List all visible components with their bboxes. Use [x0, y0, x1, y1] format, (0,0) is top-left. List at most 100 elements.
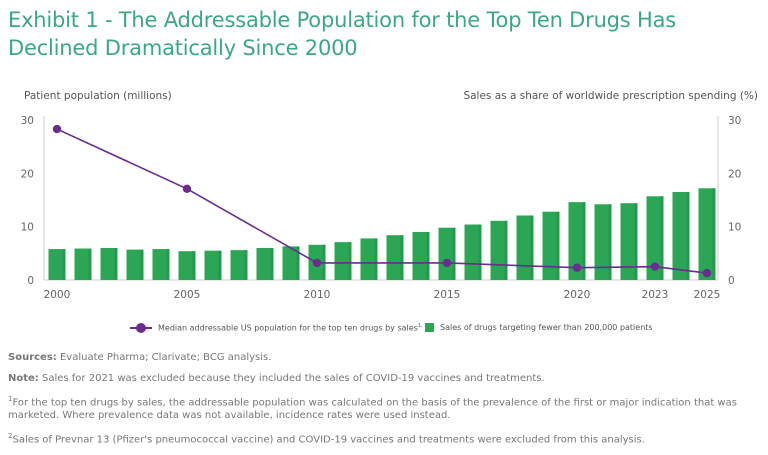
bar-shade: [218, 250, 222, 280]
bar-shade: [62, 249, 66, 280]
bar: [438, 227, 456, 280]
x-tick-label: 2020: [564, 289, 591, 301]
axes: [43, 116, 719, 281]
x-tick-label: 2010: [304, 289, 331, 301]
bar: [568, 202, 586, 280]
bar-shade: [426, 232, 430, 280]
x-tick-label: 2023: [642, 289, 669, 301]
bar-shade: [660, 196, 664, 280]
general-note: Note: Sales for 2021 was excluded becaus…: [8, 373, 760, 386]
y-left-tick-label: 20: [21, 168, 34, 180]
legend-line-label: Median addressable US population for the…: [158, 323, 427, 333]
line-point: [650, 262, 660, 271]
bar-shade: [582, 202, 586, 280]
footnote-1: 1For the top ten drugs by sales, the add…: [8, 393, 760, 422]
bar-shade: [192, 251, 196, 280]
bar: [672, 192, 690, 280]
y-right-tick-label: 0: [728, 275, 735, 287]
bar: [152, 249, 170, 280]
bar-swatch-icon: [425, 323, 434, 332]
bar-shade: [530, 215, 534, 280]
bar: [620, 203, 638, 280]
line-point: [52, 124, 62, 134]
footnote-2-text: Sales of Prevnar 13 (Pfizer's pneumococc…: [12, 434, 645, 446]
x-tick-label: 2025: [694, 289, 721, 301]
legend-line-text: Median addressable US population for the…: [158, 323, 418, 333]
note-label: Note:: [8, 372, 39, 384]
bar: [464, 224, 482, 280]
y-left-tick-label: 30: [21, 115, 34, 127]
line-series: [52, 124, 712, 278]
x-tick-label: 2015: [434, 289, 461, 301]
footnote-2: 2Sales of Prevnar 13 (Pfizer's pneumococ…: [8, 430, 760, 447]
right-axis-title: Sales as a share of worldwide prescripti…: [463, 90, 758, 102]
y-right-tick-label: 20: [728, 168, 741, 180]
bar-shade: [556, 211, 560, 280]
line-point: [572, 263, 582, 272]
line-point: [442, 258, 452, 268]
footnote-2-mark: 2: [8, 432, 13, 441]
footnote-1-mark: 1: [8, 395, 13, 403]
legend-item-bar: Sales of drugs targeting fewer than 200,…: [425, 323, 653, 332]
legend-bar-label: Sales of drugs targeting fewer than 200,…: [440, 323, 653, 332]
bar: [48, 249, 66, 280]
line-point: [312, 258, 322, 268]
bar-series: [48, 188, 716, 280]
bar-shade: [478, 224, 482, 280]
bar: [74, 248, 92, 280]
bar-shade: [504, 220, 508, 280]
line-marker-icon: [130, 323, 152, 333]
bar: [698, 188, 716, 280]
y-right-tick-label: 10: [728, 222, 741, 234]
bar: [646, 196, 664, 280]
note-text: Sales for 2021 was excluded because they…: [38, 372, 545, 384]
bar-shade: [348, 242, 352, 280]
bar-shade: [634, 203, 638, 280]
sources-note: Sources: Evaluate Pharma; Clarivate; BCG…: [8, 352, 760, 365]
sources-text: Evaluate Pharma; Clarivate; BCG analysis…: [56, 352, 272, 363]
bar-shade: [608, 204, 612, 280]
footnote-1-text: For the top ten drugs by sales, the addr…: [8, 397, 737, 421]
bar-shade: [114, 248, 118, 280]
bar-shade: [374, 238, 378, 280]
bar: [594, 204, 612, 280]
y-right-tick-label: 30: [728, 115, 741, 127]
bar-shade: [166, 249, 170, 280]
x-tick-label: 2000: [44, 289, 71, 301]
left-axis-title: Patient population (millions): [24, 90, 172, 102]
bar: [542, 211, 560, 280]
bar: [412, 232, 430, 280]
bar-shade: [244, 250, 248, 280]
line-point: [702, 268, 712, 278]
bar-shade: [712, 188, 716, 280]
bar: [230, 250, 248, 280]
bar-shade: [400, 235, 404, 280]
bar: [282, 246, 300, 280]
bar: [100, 248, 118, 280]
bar-shade: [452, 227, 456, 280]
bar: [178, 251, 196, 280]
exhibit-title: Exhibit 1 - The Addressable Population f…: [8, 8, 677, 60]
bar: [334, 242, 352, 280]
bar-shade: [140, 249, 144, 280]
tick-labels: 0 10 20 30 0 10 20 30 2000 2005 2010 2015 2020 2023 20…: [21, 115, 742, 301]
bar: [126, 249, 144, 280]
y-left-tick-label: 10: [21, 222, 34, 234]
sources-label: Sources:: [8, 352, 57, 363]
y-left-tick-label: 0: [27, 275, 34, 287]
bar-shade: [88, 248, 92, 280]
bar: [256, 248, 274, 280]
bar-shade: [296, 246, 300, 280]
bar: [516, 215, 534, 280]
bar: [204, 250, 222, 280]
notes: Sources: Evaluate Pharma; Clarivate; BCG…: [8, 352, 760, 455]
x-tick-label: 2005: [174, 289, 201, 301]
bar-shade: [686, 192, 690, 280]
bar: [360, 238, 378, 280]
chart-plot: 0 10 20 30 0 10 20 30 2000 2005 2010 2015 2020 2023 20…: [21, 115, 742, 301]
line-point: [182, 184, 192, 193]
legend-line-superscript: 1, 2: [417, 323, 428, 330]
bar: [386, 235, 404, 280]
legend-item-line: Median addressable US population for the…: [130, 323, 427, 333]
bar-shade: [270, 248, 274, 280]
